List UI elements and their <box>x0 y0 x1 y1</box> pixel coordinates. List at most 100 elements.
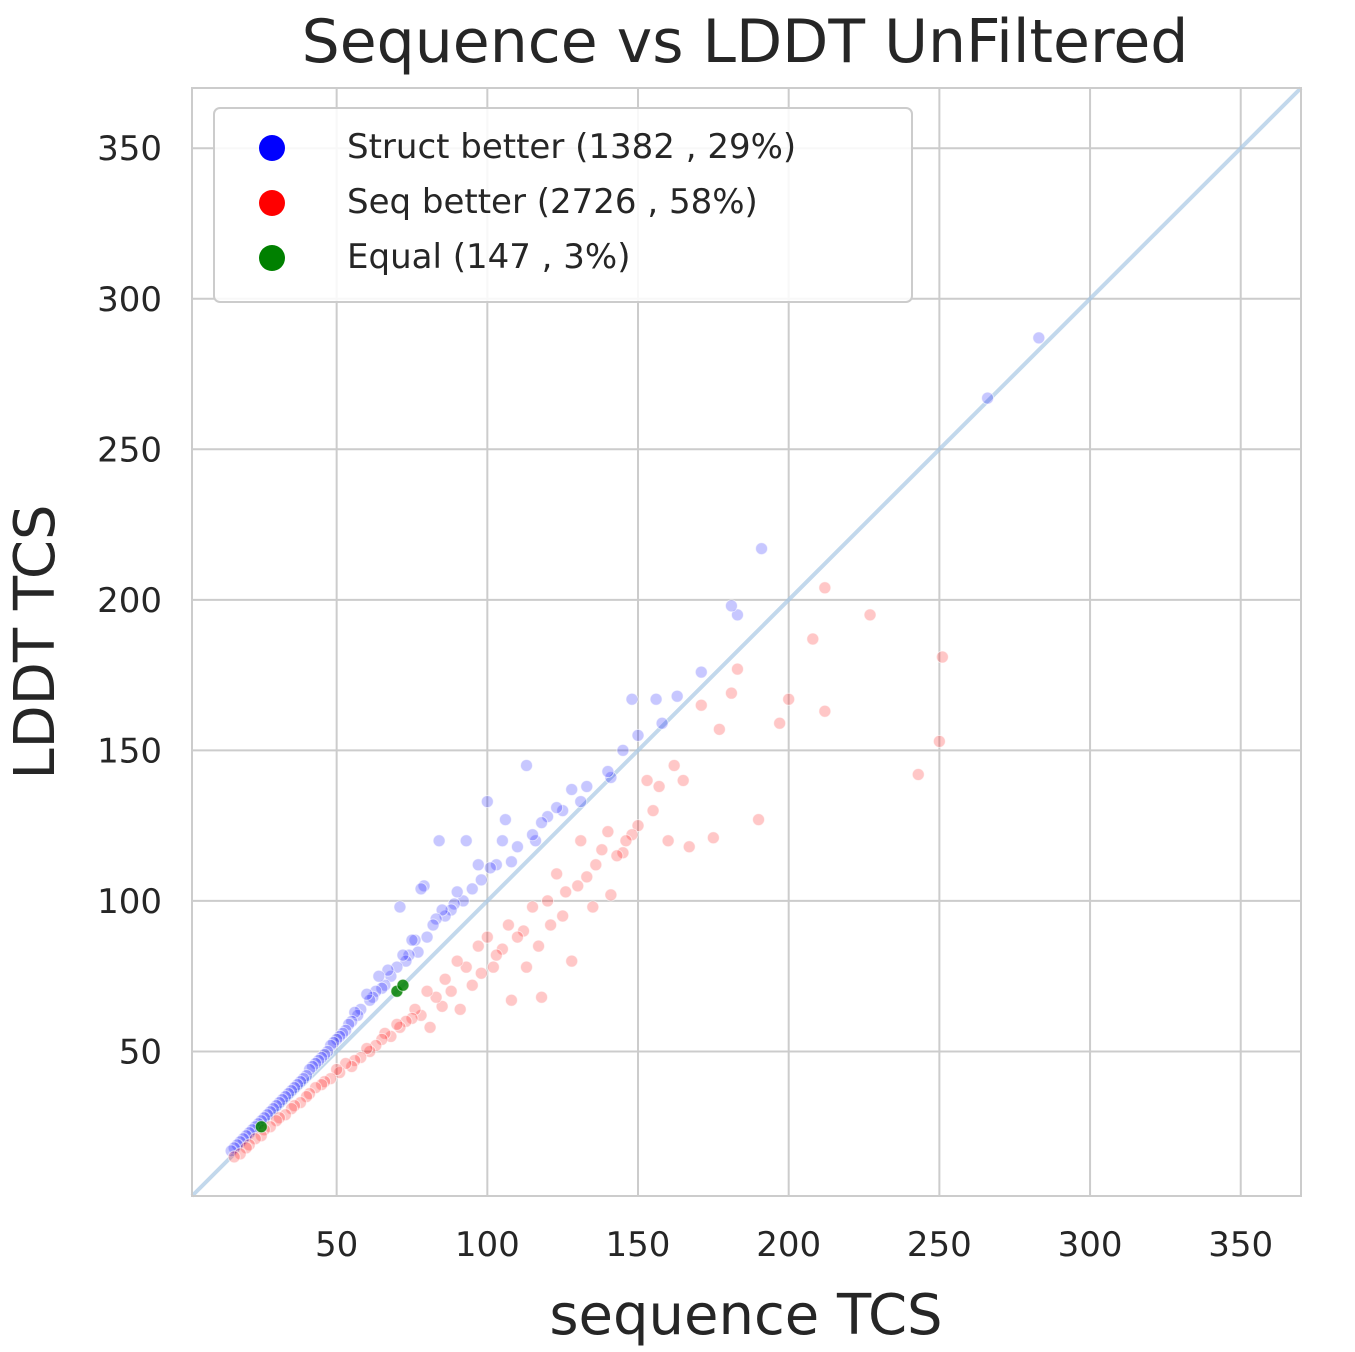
seq-better-point <box>818 581 832 595</box>
x-tick-label: 250 <box>907 1225 972 1265</box>
y-tick-label: 250 <box>97 430 162 470</box>
x-tick-label: 200 <box>756 1225 821 1265</box>
struct-better-point <box>447 897 461 911</box>
struct-better-point <box>303 1063 317 1077</box>
struct-better-point <box>631 728 645 742</box>
seq-better-point <box>932 734 946 748</box>
struct-better-point <box>363 993 377 1007</box>
seq-better-point <box>544 918 558 932</box>
legend-marker-struct-better <box>259 135 285 161</box>
struct-better-point <box>342 1017 356 1031</box>
seq-better-point <box>324 1072 338 1086</box>
struct-better-point <box>465 882 479 896</box>
struct-better-point <box>432 834 446 848</box>
struct-better-point <box>471 858 485 872</box>
struct-better-point <box>420 930 434 944</box>
legend-label-seq-better: Seq better (2726 , 58%) <box>347 182 758 222</box>
seq-better-point <box>752 813 766 827</box>
struct-better-point <box>755 542 769 556</box>
seq-better-point <box>601 825 615 839</box>
seq-better-point <box>450 954 464 968</box>
x-axis-label: sequence TCS <box>549 1283 942 1348</box>
seq-better-point <box>676 774 690 787</box>
seq-better-point <box>652 780 666 794</box>
struct-better-point <box>489 858 503 872</box>
seq-better-point <box>574 834 588 848</box>
legend-label-struct-better: Struct better (1382 , 29%) <box>347 127 796 167</box>
seq-better-point <box>345 1060 359 1074</box>
y-axis-label: LDDT TCS <box>3 504 68 779</box>
seq-better-point <box>278 1108 292 1122</box>
struct-better-point <box>408 933 422 947</box>
seq-better-point <box>730 662 744 676</box>
struct-better-point <box>495 834 509 848</box>
struct-better-point <box>981 391 995 405</box>
legend: Struct better (1382 , 29%) Seq better (2… <box>213 107 913 303</box>
struct-better-point <box>625 692 639 706</box>
struct-better-point <box>324 1038 338 1052</box>
legend-marker-equal <box>259 245 285 271</box>
seq-better-point <box>541 894 555 908</box>
struct-better-point <box>526 828 540 842</box>
seq-better-point <box>604 888 618 902</box>
seq-better-point <box>556 909 570 923</box>
seq-better-point <box>471 939 485 953</box>
seq-better-point <box>438 972 452 986</box>
struct-better-point <box>730 608 744 622</box>
struct-better-point <box>1032 331 1046 345</box>
seq-better-point <box>354 1051 368 1064</box>
struct-better-point <box>556 804 570 818</box>
y-tick-label: 200 <box>97 581 162 621</box>
struct-better-point <box>360 987 374 1001</box>
struct-better-point <box>459 834 473 848</box>
seq-better-point <box>453 1002 467 1016</box>
seq-better-point <box>444 984 458 998</box>
struct-better-point <box>504 855 518 869</box>
seq-better-point <box>818 704 832 718</box>
seq-better-point <box>474 966 488 980</box>
equal-point <box>396 978 410 992</box>
struct-better-point <box>565 783 579 797</box>
seq-better-point <box>405 1011 419 1025</box>
struct-better-point <box>426 918 440 932</box>
y-tick-label: 150 <box>97 731 162 771</box>
seq-better-point <box>571 879 585 893</box>
seq-better-point <box>631 819 645 833</box>
seq-better-point <box>459 960 473 974</box>
seq-better-point <box>489 948 503 962</box>
struct-better-point <box>399 954 413 968</box>
seq-better-point <box>589 858 603 872</box>
struct-better-point <box>529 834 543 848</box>
struct-better-point <box>396 948 410 962</box>
struct-better-point <box>724 599 738 613</box>
struct-better-point <box>574 795 588 809</box>
struct-better-point <box>616 743 630 757</box>
legend-box <box>213 107 913 303</box>
data-points <box>224 331 1046 1164</box>
seq-better-point <box>661 834 675 848</box>
x-tick-label: 50 <box>315 1225 358 1265</box>
seq-better-point <box>565 954 579 968</box>
seq-better-point <box>227 1150 241 1164</box>
seq-better-point <box>782 692 796 706</box>
struct-better-point <box>381 963 395 977</box>
x-tick-label: 350 <box>1208 1225 1273 1265</box>
seq-better-point <box>559 885 573 899</box>
seq-better-point <box>315 1078 329 1092</box>
seq-better-point <box>520 960 534 974</box>
seq-better-point <box>586 900 600 914</box>
seq-better-point <box>682 840 696 854</box>
seq-better-point <box>504 993 518 1007</box>
seq-better-point <box>863 608 877 622</box>
struct-better-point <box>372 969 386 983</box>
legend-marker-seq-better <box>259 190 285 216</box>
seq-better-point <box>646 804 660 818</box>
seq-better-point <box>911 767 925 781</box>
struct-better-point <box>354 1002 368 1016</box>
x-tick-label: 300 <box>1058 1225 1123 1265</box>
struct-better-point <box>450 885 464 899</box>
seq-better-point <box>360 1041 374 1055</box>
seq-better-point <box>806 632 820 646</box>
struct-better-point <box>520 758 534 772</box>
seq-better-point <box>640 774 654 787</box>
